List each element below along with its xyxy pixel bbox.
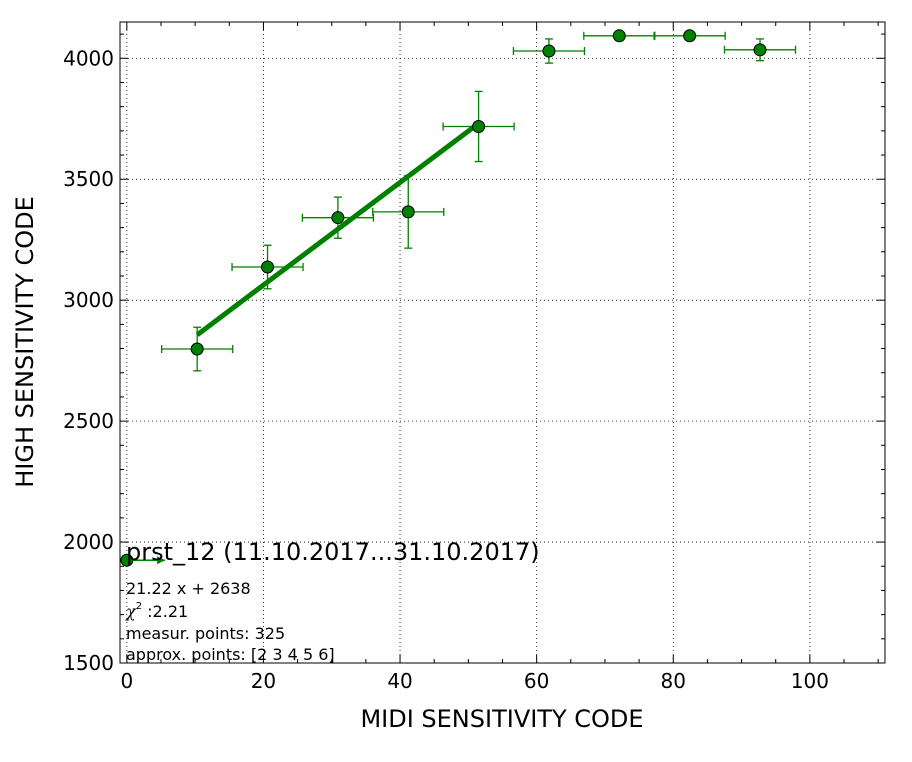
annotation-equation: 21.22 x + 2638: [126, 579, 251, 598]
fit-line: [195, 121, 481, 337]
data-point: [683, 29, 697, 43]
data-point: [261, 260, 275, 274]
data-points: [120, 29, 767, 567]
data-point: [542, 44, 556, 58]
chi2-symbol: χ: [125, 602, 137, 621]
x-tick-label: 100: [791, 669, 829, 693]
x-axis-label: MIDI SENSITIVITY CODE: [360, 705, 643, 733]
y-axis-label: HIGH SENSITIVITY CODE: [11, 196, 39, 488]
x-tick-label: 60: [524, 669, 549, 693]
x-tick-label: 40: [387, 669, 412, 693]
data-point: [401, 205, 415, 219]
chi2-superscript: 2: [136, 601, 142, 612]
plot-frame: [119, 21, 886, 664]
tick-labels: 0 20 40 60 80 100 1500 2000 2500 3000 3500 4000: [63, 46, 829, 693]
legend-marker-group: [126, 556, 166, 565]
grid: [120, 22, 885, 664]
fit-line-group: [195, 121, 481, 337]
annotation-title: prst_12 (11.10.2017...31.10.2017): [126, 538, 540, 566]
data-point: [190, 342, 204, 356]
chi2-value: :2.21: [142, 602, 188, 621]
x-tick-label: 0: [120, 669, 133, 693]
annotation-chi2: χ2 :2.21: [125, 601, 188, 621]
y-tick-label: 3000: [63, 288, 114, 312]
y-tick-label: 1500: [63, 651, 114, 675]
x-tick-label: 80: [661, 669, 686, 693]
legend-arrowhead: [157, 556, 166, 565]
data-point: [472, 119, 486, 133]
data-point: [612, 29, 626, 43]
y-tick-label: 2000: [63, 530, 114, 554]
x-tick-label: 20: [251, 669, 276, 693]
annotation-measur-points: measur. points: 325: [126, 624, 285, 643]
y-tick-label: 2500: [63, 409, 114, 433]
data-point: [753, 43, 767, 57]
axis-ticks: [120, 22, 885, 664]
y-tick-label: 4000: [63, 46, 114, 70]
annotation-block: prst_12 (11.10.2017...31.10.2017) 21.22 …: [125, 538, 540, 664]
data-point: [331, 211, 345, 225]
y-tick-label: 3500: [63, 167, 114, 191]
annotation-approx-points: approx. points: [2 3 4 5 6]: [126, 645, 335, 664]
